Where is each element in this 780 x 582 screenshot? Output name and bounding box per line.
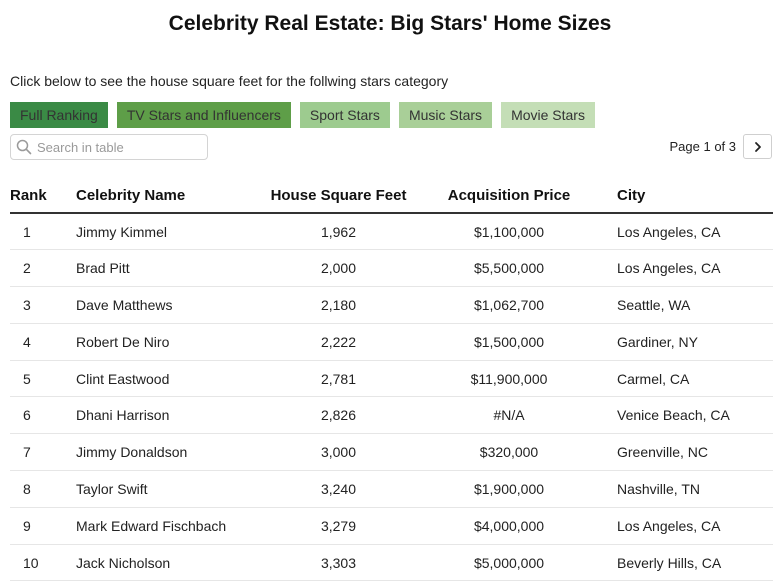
cell-rank: 6 <box>10 396 76 435</box>
column-header-celebrity-name[interactable]: Celebrity Name <box>76 179 266 214</box>
cell-celebrity-name: Jimmy Donaldson <box>76 433 266 472</box>
table-body: 1 Jimmy Kimmel 1,962 $1,100,000 Los Angeles,… <box>10 213 773 582</box>
cell-acquisition-price: $320,000 <box>411 433 607 472</box>
column-header-acquisition-price[interactable]: Acquisition Price <box>411 179 607 214</box>
category-button-movie-stars[interactable]: Movie Stars <box>501 102 595 128</box>
cell-celebrity-name: Jack Nicholson <box>76 544 266 582</box>
category-button-sport-stars[interactable]: Sport Stars <box>299 102 390 128</box>
cell-acquisition-price: $1,100,000 <box>411 213 607 251</box>
cell-house-square-feet: 1,962 <box>266 213 411 251</box>
category-instructions: Click below to see the house square feet… <box>10 73 449 89</box>
cell-city: Nashville, TN <box>607 470 773 508</box>
cell-acquisition-price: $4,000,000 <box>411 507 607 545</box>
table-row: 3 Dave Matthews 2,180 $1,062,700 Seattle, WA <box>10 286 773 324</box>
page-title: Celebrity Real Estate: Big Stars' Home S… <box>168 12 612 35</box>
cell-city: Greenville, NC <box>607 433 773 472</box>
cell-rank: 1 <box>10 213 76 251</box>
cell-celebrity-name: Jimmy Kimmel <box>76 213 266 251</box>
column-header-rank[interactable]: Rank <box>10 179 76 214</box>
cell-rank: 8 <box>10 470 76 508</box>
cell-celebrity-name: Robert De Niro <box>76 323 266 361</box>
cell-celebrity-name: Clint Eastwood <box>76 360 266 398</box>
next-page-button[interactable] <box>743 134 772 159</box>
cell-rank: 10 <box>10 544 76 582</box>
search-icon <box>11 135 37 159</box>
table-row: 8 Taylor Swift 3,240 $1,900,000 Nashville, T… <box>10 470 773 508</box>
cell-city: Seattle, WA <box>607 286 773 324</box>
cell-celebrity-name: Dave Matthews <box>76 286 266 324</box>
cell-rank: 5 <box>10 360 76 398</box>
cell-house-square-feet: 2,826 <box>266 396 411 435</box>
column-header-house-square-feet[interactable]: House Square Feet <box>266 179 411 214</box>
cell-rank: 9 <box>10 507 76 545</box>
table-row: 4 Robert De Niro 2,222 $1,500,000 Gardiner, … <box>10 323 773 361</box>
category-button-full-ranking[interactable]: Full Ranking <box>10 102 108 128</box>
cell-house-square-feet: 3,279 <box>266 507 411 545</box>
cell-city: Carmel, CA <box>607 360 773 398</box>
cell-rank: 3 <box>10 286 76 324</box>
column-header-city[interactable]: City <box>607 179 773 214</box>
cell-city: Beverly Hills, CA <box>607 544 773 582</box>
category-button-music-stars[interactable]: Music Stars <box>398 102 493 128</box>
cell-house-square-feet: 3,240 <box>266 470 411 508</box>
cell-house-square-feet: 2,781 <box>266 360 411 398</box>
table-row: 5 Clint Eastwood 2,781 $11,900,000 Carmel, C… <box>10 360 773 398</box>
category-button-tv-stars-and-influencers[interactable]: TV Stars and Influencers <box>116 102 291 128</box>
cell-house-square-feet: 3,000 <box>266 433 411 472</box>
page-indicator: Page 1 of 3 <box>669 139 737 154</box>
table-row: 1 Jimmy Kimmel 1,962 $1,100,000 Los Angeles,… <box>10 213 773 251</box>
cell-house-square-feet: 3,303 <box>266 544 411 582</box>
cell-acquisition-price: $1,062,700 <box>411 286 607 324</box>
cell-acquisition-price: $5,000,000 <box>411 544 607 582</box>
search-box[interactable] <box>10 134 208 160</box>
cell-city: Los Angeles, CA <box>607 249 773 288</box>
search-input[interactable] <box>37 139 202 155</box>
chevron-right-icon <box>754 141 761 152</box>
cell-rank: 2 <box>10 249 76 288</box>
cell-acquisition-price: $1,900,000 <box>411 470 607 508</box>
cell-rank: 4 <box>10 323 76 361</box>
cell-celebrity-name: Mark Edward Fischbach <box>76 507 266 545</box>
cell-house-square-feet: 2,180 <box>266 286 411 324</box>
cell-rank: 7 <box>10 433 76 472</box>
cell-city: Venice Beach, CA <box>607 396 773 435</box>
cell-house-square-feet: 2,222 <box>266 323 411 361</box>
cell-city: Gardiner, NY <box>607 323 773 361</box>
cell-celebrity-name: Brad Pitt <box>76 249 266 288</box>
cell-city: Los Angeles, CA <box>607 507 773 545</box>
table-header-row: Rank Celebrity Name House Square Feet Acqui… <box>10 179 773 214</box>
table-row: 9 Mark Edward Fischbach 3,279 $4,000,000 Los… <box>10 507 773 545</box>
category-buttons: Full Ranking TV Stars and Influencers Spor… <box>10 102 595 128</box>
table-row: 7 Jimmy Donaldson 3,000 $320,000 Greenville,… <box>10 433 773 472</box>
cell-acquisition-price: $5,500,000 <box>411 249 607 288</box>
table-row: 2 Brad Pitt 2,000 $5,500,000 Los Angeles, CA <box>10 249 773 288</box>
cell-acquisition-price: $1,500,000 <box>411 323 607 361</box>
ranking-table: Rank Celebrity Name House Square Feet Acqui… <box>10 179 773 582</box>
cell-acquisition-price: $11,900,000 <box>411 360 607 398</box>
pagination: Page 1 of 3 <box>669 134 772 159</box>
table-row: 6 Dhani Harrison 2,826 #N/A Venice Beach, CA <box>10 396 773 435</box>
cell-city: Los Angeles, CA <box>607 213 773 251</box>
cell-acquisition-price: #N/A <box>411 396 607 435</box>
cell-house-square-feet: 2,000 <box>266 249 411 288</box>
table-row: 10 Jack Nicholson 3,303 $5,000,000 Beverly H… <box>10 544 773 582</box>
cell-celebrity-name: Dhani Harrison <box>76 396 266 435</box>
cell-celebrity-name: Taylor Swift <box>76 470 266 508</box>
